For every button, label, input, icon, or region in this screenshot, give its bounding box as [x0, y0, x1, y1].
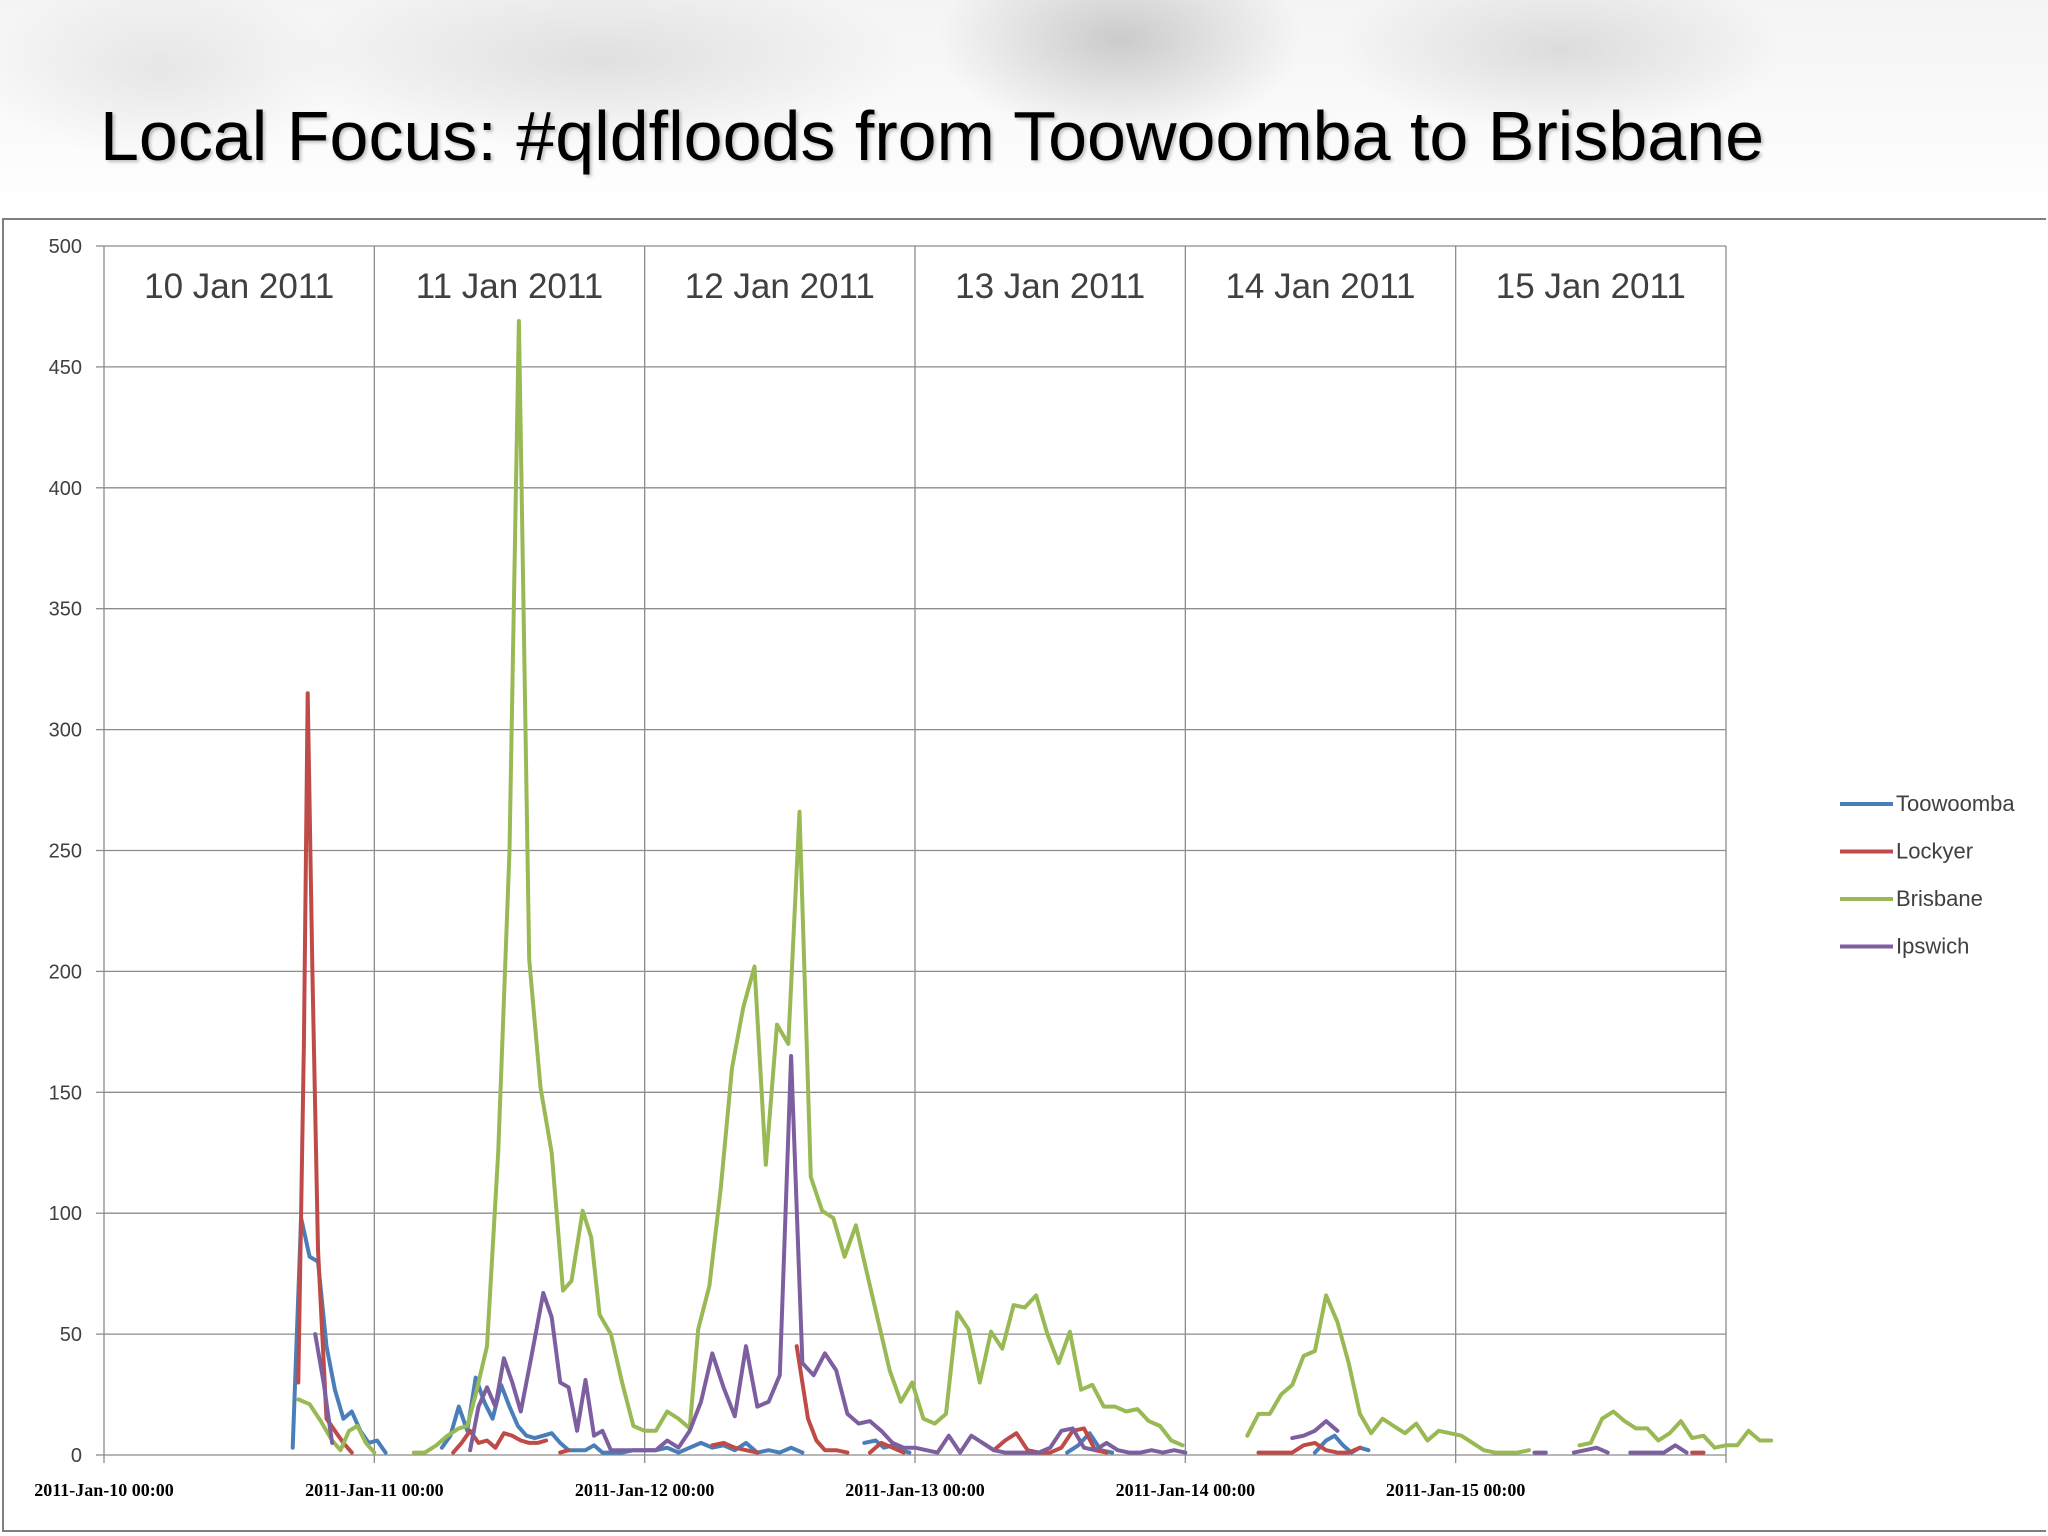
day-label: 15 Jan 2011 [1496, 267, 1686, 306]
day-label: 12 Jan 2011 [685, 267, 875, 306]
y-tick-label: 150 [49, 1082, 82, 1104]
y-tick-label: 450 [49, 357, 82, 379]
series-line-lockyer [451, 1428, 549, 1455]
legend-label-ipswich: Ipswich [1896, 934, 1969, 959]
y-tick-label: 0 [71, 1445, 82, 1467]
series-line-toowoomba [439, 1375, 805, 1455]
series-line-lockyer [710, 1440, 760, 1455]
x-tick-label: 2011-Jan-12 00:00 [575, 1480, 715, 1500]
series-line-lockyer [980, 1426, 1109, 1455]
y-tick-label: 350 [49, 599, 82, 621]
series-line-ipswich [313, 1332, 335, 1445]
series-line-lockyer [794, 1344, 850, 1455]
y-tick-label: 100 [49, 1203, 82, 1225]
y-tick-label: 500 [49, 236, 82, 258]
series-line-brisbane [1577, 1409, 1774, 1450]
x-tick-label: 2011-Jan-10 00:00 [34, 1480, 174, 1500]
series-line-ipswich [468, 1054, 1188, 1455]
series-line-lockyer [558, 1448, 571, 1455]
page-title: Local Focus: #qldfloods from Toowoomba t… [100, 97, 1765, 175]
y-tick-label: 50 [60, 1324, 82, 1346]
title-banner [0, 0, 2048, 218]
x-tick-label: 2011-Jan-13 00:00 [845, 1480, 985, 1500]
x-tick-label: 2011-Jan-11 00:00 [305, 1480, 444, 1500]
series-line-brisbane [411, 319, 1185, 1455]
series-line-ipswich [1571, 1445, 1610, 1455]
legend-label-brisbane: Brisbane [1896, 886, 1983, 911]
x-tick-label: 2011-Jan-14 00:00 [1116, 1480, 1256, 1500]
legend-label-lockyer: Lockyer [1896, 839, 1973, 864]
x-tick-label: 2011-Jan-15 00:00 [1386, 1480, 1526, 1500]
day-label: 10 Jan 2011 [144, 267, 334, 306]
series-line-brisbane [296, 1397, 377, 1455]
day-label: 11 Jan 2011 [416, 267, 603, 306]
y-tick-label: 250 [49, 841, 82, 863]
series-line-lockyer [867, 1440, 906, 1455]
day-label: 13 Jan 2011 [955, 267, 1145, 306]
series-line-lockyer [1256, 1440, 1362, 1455]
series-line-ipswich [1628, 1443, 1689, 1455]
chart-frame [2, 218, 2046, 1532]
y-tick-label: 400 [49, 478, 82, 500]
series-line-ipswich [1290, 1419, 1340, 1441]
series-line-brisbane [1245, 1293, 1531, 1455]
series-line-toowoomba [290, 1216, 388, 1455]
legend-label-toowoomba: Toowoomba [1896, 791, 2015, 816]
y-tick-label: 200 [49, 961, 82, 983]
series-line-lockyer [296, 691, 354, 1455]
day-label: 14 Jan 2011 [1225, 267, 1415, 306]
y-tick-label: 300 [49, 720, 82, 742]
